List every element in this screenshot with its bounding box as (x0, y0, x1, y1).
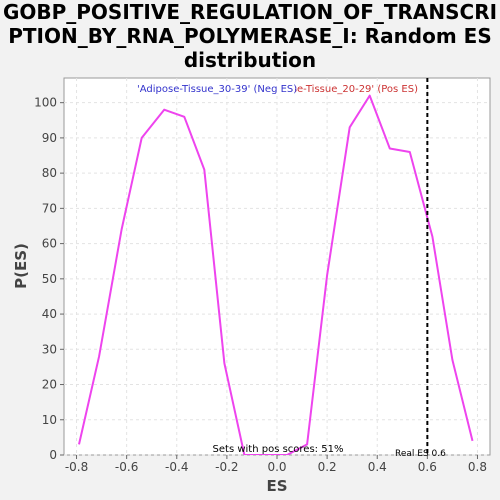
y-tick-label: 80 (42, 166, 57, 180)
annotation-layer: 'Adipose-Tissue_20-29' (Pos ES) 'Adipose… (136, 82, 418, 95)
chart-title: GOBP_POSITIVE_REGULATION_OF_TRANSCRI PTI… (0, 0, 500, 72)
x-tick-label: 0.0 (267, 460, 286, 474)
chart-title-line-3: distribution (183, 48, 317, 72)
x-tick-label: -0.6 (115, 460, 138, 474)
grid (64, 78, 490, 456)
x-axis-label: ES (266, 477, 287, 495)
y-tick-label: 40 (42, 307, 57, 321)
y-tick-label: 60 (42, 237, 57, 251)
x-tick-label: 0.2 (318, 460, 337, 474)
pos-es-label: 'Adipose-Tissue_20-29' (Pos ES) (261, 84, 418, 95)
neg-es-label: 'Adipose-Tissue_30-39' (Neg ES) (137, 84, 297, 95)
y-tick-label: 20 (42, 378, 57, 392)
x-tick-label: -0.4 (165, 460, 188, 474)
x-tick-label: -0.8 (65, 460, 88, 474)
pos-scores-label: Sets with pos scores: 51% (213, 444, 344, 455)
y-tick-label: 30 (42, 342, 57, 356)
y-tick-label: 50 (42, 272, 57, 286)
series-line (78, 94, 474, 455)
x-tick-label: 0.6 (418, 460, 437, 474)
y-axis: 0 10 20 30 40 50 60 70 80 90 100 (34, 96, 64, 462)
x-tick-label: -0.2 (215, 460, 238, 474)
y-tick-label: 70 (42, 201, 57, 215)
chart-title-line-1: GOBP_POSITIVE_REGULATION_OF_TRANSCRI (2, 0, 498, 24)
chart-title-line-2: PTION_BY_RNA_POLYMERASE_I: Random ES (8, 24, 492, 48)
y-tick-label: 0 (49, 448, 57, 462)
y-tick-label: 100 (34, 96, 57, 110)
real-es-label: Real ES 0.6 (395, 449, 446, 459)
x-tick-label: 0.8 (468, 460, 487, 474)
y-tick-label: 90 (42, 131, 57, 145)
y-axis-label: P(ES) (12, 243, 30, 289)
series-layer (78, 78, 474, 455)
x-axis: -0.8 -0.6 -0.4 -0.2 0.0 0.2 0.4 0.6 0.8 (65, 455, 487, 474)
x-tick-label: 0.4 (368, 460, 387, 474)
y-tick-label: 10 (42, 413, 57, 427)
